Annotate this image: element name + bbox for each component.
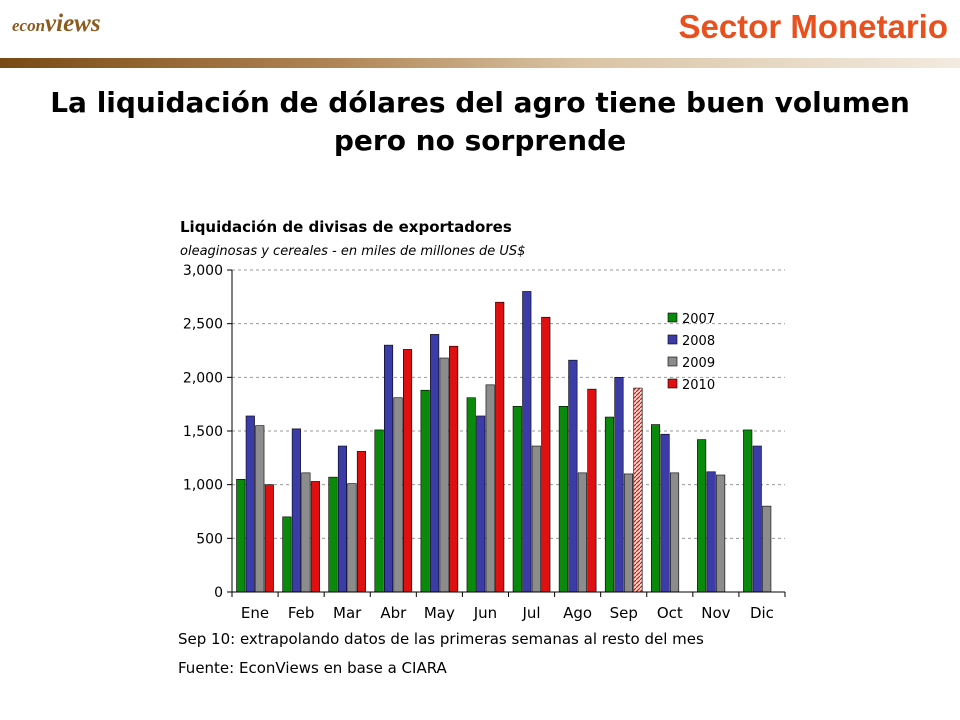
bar-2009-abr [393,397,403,593]
bar-2007-ene [236,478,246,593]
bar-2008-may [430,334,440,593]
bar-2008-jul [522,291,532,593]
legend-label-2009: 2009 [682,356,715,371]
bar-2008-ene [245,415,255,593]
axes: 0 500 1,000 1,500 2,000 2,500 3,000 Ene Feb Mar Ab… [183,263,786,622]
x-tick-label: Ene [241,604,269,622]
x-tick-label: Jul [521,604,540,622]
bar-2010-jun [495,301,505,593]
y-tick-label: 3,000 [183,263,223,279]
legend-swatch-2010 [667,378,678,389]
bar-2007-abr [374,429,384,593]
legend: 2007 2008 2009 2010 [667,312,715,393]
bar-2009-mar [347,483,357,593]
x-tick-label: Jun [473,604,497,622]
x-tick-label: Abr [380,604,407,622]
y-tick-label: 2,000 [183,370,223,386]
grid-lines [232,269,785,539]
logo-prefix: econ [12,16,46,35]
bar-2010-sep [633,387,643,593]
x-tick-label: Mar [333,604,362,622]
bar-2009-oct [669,472,680,593]
bar-2009-sep [623,473,634,593]
section-title: Sector Monetario [678,8,948,45]
y-tick-label: 0 [214,585,223,601]
x-tick-label: Ago [563,604,592,622]
bar-2010-ene [264,484,274,593]
bar-2007-mar [328,476,338,593]
logo-suffix: views [45,10,101,37]
bar-2009-dic [762,505,772,593]
legend-swatch-2009 [667,356,678,367]
x-tick-label: Oct [657,604,683,622]
bar-2008-abr [383,344,394,593]
bar-2010-mar [356,451,367,593]
source-note: Fuente: EconViews en base a CIARA [178,659,447,677]
bar-2007-feb [282,516,292,593]
extrapolation-note: Sep 10: extrapolando datos de las primer… [178,630,704,648]
x-tick-label: Dic [750,604,774,622]
y-tick-label: 1,000 [183,478,223,494]
bar-2007-nov [697,439,707,593]
bar-2010-feb [310,481,320,593]
bar-2008-sep [614,377,624,593]
header-divider [0,58,960,68]
bar-2009-ago [577,472,587,593]
bar-2007-may [420,389,430,593]
y-tick-label: 2,500 [183,317,223,333]
chart-title: Liquidación de divisas de exportadores [180,218,512,236]
legend-label-2010: 2010 [682,378,715,393]
bar-2008-dic [752,445,762,593]
bar-2010-ago [587,388,597,593]
logo: econviews [12,10,101,38]
bar-2007-jul [512,406,522,593]
legend-swatch-2007 [667,312,678,323]
x-tick-label: Feb [288,604,315,622]
y-tick-label: 1,500 [183,424,223,440]
bar-2009-jul [531,445,541,593]
bar-2008-oct [660,433,670,593]
bar-2007-oct [650,424,661,593]
chart-subtitle: oleaginosas y cereales - en miles de mil… [180,244,525,259]
bar-2007-jun [466,397,476,593]
bar-2008-mar [337,445,348,593]
bar-2009-feb [301,472,311,593]
bar-2008-nov [706,471,716,593]
y-tick-label: 500 [196,531,223,547]
bar-2010-jul [541,316,551,593]
bar-2008-feb [291,428,301,593]
bar-2010-may [449,345,459,593]
legend-label-2007: 2007 [682,312,715,327]
bar-2009-nov [716,474,726,593]
bar-2008-ago [568,359,578,593]
bar-2010-abr [402,349,413,593]
legend-swatch-2008 [667,334,678,345]
x-tick-label: May [424,604,455,622]
legend-label-2008: 2008 [682,334,715,349]
bar-2007-dic [743,429,753,593]
bar-2007-sep [604,416,615,593]
x-tick-label: Nov [701,604,730,622]
page-title: La liquidación de dólares del agro tiene… [50,86,910,157]
bar-2009-may [439,357,449,593]
bar-2009-jun [485,384,495,593]
bar-2009-ene [255,425,265,593]
bar-2007-ago [558,406,568,593]
x-tick-label: Sep [610,604,638,622]
bar-2008-jun [476,415,486,593]
